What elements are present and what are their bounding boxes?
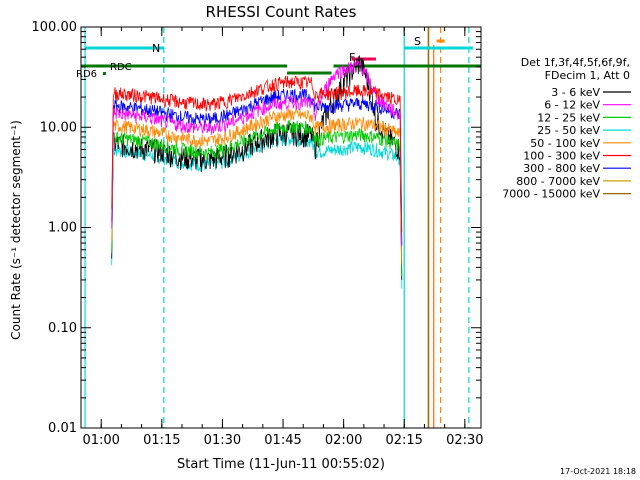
legend-label-3: 25 - 50 keV (537, 124, 600, 137)
series-1 (111, 59, 403, 247)
x-tick-label: 01:30 (204, 433, 241, 448)
legend-label-8: 7000 - 15000 keV (502, 188, 600, 201)
x-tick-label: 01:00 (82, 433, 119, 448)
annotation-s: S (414, 35, 421, 48)
legend-label-6: 300 - 800 keV (523, 162, 600, 175)
series-4 (111, 107, 403, 265)
plot-frame (80, 26, 482, 429)
series-5 (111, 75, 403, 233)
x-axis-label: Start Time (11-Jun-11 00:55:02) (177, 457, 385, 472)
chart-title: RHESSI Count Rates (206, 3, 357, 21)
annotation-f: F (349, 51, 355, 64)
legend-header-line-1: Det 1f,3f,4f,5f,6f,9f, (521, 56, 630, 69)
axes: 100.00 10.00 1.00 0.10 0.01 01:00 01:15 01:30 01… (32, 20, 484, 448)
x-tick-label: 02:30 (446, 433, 483, 448)
legend: Det 1f,3f,4f,5f,6f,9f, FDecim 1, Att 0 3… (502, 56, 631, 201)
legend-label-0: 3 - 6 keV (551, 86, 600, 99)
y-axis-label: Count Rate (s⁻¹ detector segment⁻¹) (9, 120, 23, 340)
legend-label-2: 12 - 25 keV (537, 111, 600, 124)
x-tick-label: 01:15 (143, 433, 180, 448)
series-line (111, 107, 403, 265)
annotation-labels: N RD6 RDC F S (76, 35, 421, 80)
series-line (111, 119, 403, 277)
footer-date: 17-Oct-2021 18:18 (560, 467, 636, 476)
y-tick-label: 0.10 (48, 321, 77, 336)
series-2 (111, 119, 403, 277)
annotation-n: N (152, 42, 160, 55)
y-tick-label: 0.01 (48, 421, 77, 436)
series-line (111, 75, 403, 233)
legend-label-1: 6 - 12 keV (544, 99, 600, 112)
series-line (111, 59, 403, 247)
series-layer (111, 55, 403, 289)
x-tick-label: 02:00 (325, 433, 362, 448)
x-tick-label: 02:15 (385, 433, 422, 448)
y-tick-label: 100.00 (32, 20, 78, 35)
legend-header-line-2: FDecim 1, Att 0 (545, 69, 630, 82)
series-line (111, 88, 403, 245)
x-tick-label: 01:45 (264, 433, 301, 448)
y-tick-label: 10.00 (40, 120, 77, 135)
legend-label-5: 100 - 300 keV (523, 150, 600, 163)
rd-marker (103, 72, 106, 75)
event-markers (81, 27, 481, 428)
series-0 (111, 55, 403, 280)
annotation-rdc: RDC (110, 62, 132, 73)
annotation-rd6: RD6 (76, 69, 97, 80)
series-6 (111, 88, 403, 245)
y-tick-label: 1.00 (48, 221, 77, 236)
legend-label-7: 800 - 7000 keV (516, 175, 600, 188)
series-line (111, 55, 403, 280)
legend-label-4: 50 - 100 keV (530, 137, 600, 150)
